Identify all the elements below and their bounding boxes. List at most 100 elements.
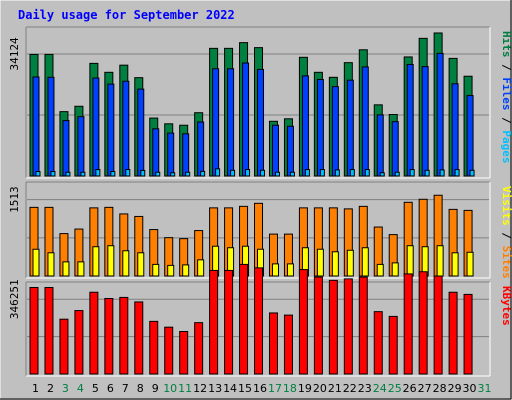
bar-kbytes-day-13 [209, 269, 219, 375]
x-tick-label: 16 [253, 382, 267, 395]
bar-visits-day-1 [32, 248, 40, 277]
bar-kbytes-day-19 [298, 269, 308, 375]
bar-pages-day-19 [304, 169, 310, 177]
bar-visits-day-22 [346, 249, 354, 277]
x-tick-label: 8 [137, 382, 144, 395]
panel-legend: KBytes [500, 286, 512, 326]
bar-pages-day-23 [364, 169, 370, 177]
bar-kbytes-day-28 [433, 275, 443, 375]
legend-entry: Sites [500, 246, 512, 279]
x-tick-label: 27 [418, 382, 432, 395]
x-tick-label: 10 [163, 382, 177, 395]
bar-kbytes-day-5 [89, 291, 99, 375]
bar-files-day-9 [152, 128, 160, 177]
bar-visits-day-21 [331, 251, 339, 277]
bar-files-day-2 [47, 76, 55, 177]
bar-files-day-22 [346, 79, 354, 177]
x-tick-label: 29 [448, 382, 462, 395]
bar-visits-day-4 [77, 261, 85, 277]
panel-legend: Visits / Sites [500, 186, 512, 279]
bar-files-day-12 [197, 121, 205, 177]
bar-pages-day-25 [394, 171, 400, 177]
bar-files-day-1 [32, 76, 40, 177]
bar-kbytes-day-18 [283, 314, 293, 375]
bar-kbytes-day-17 [268, 312, 278, 375]
bar-visits-day-7 [122, 250, 130, 277]
x-tick-label: 4 [77, 382, 84, 395]
legend-entry: / [500, 58, 512, 78]
bar-pages-day-5 [95, 169, 101, 177]
bar-files-day-16 [257, 68, 265, 177]
bar-pages-day-10 [170, 172, 176, 177]
bar-files-day-5 [92, 77, 100, 177]
bar-kbytes-day-16 [254, 267, 264, 375]
x-tick-label: 1 [32, 382, 39, 395]
bar-visits-day-20 [316, 248, 324, 277]
visits-panel: 1513 Visits / Sites [8, 181, 512, 279]
bar-kbytes-day-2 [44, 286, 54, 375]
x-tick-label: 28 [433, 382, 447, 395]
bar-files-day-21 [331, 86, 339, 177]
x-tick-label: 26 [403, 382, 417, 395]
bar-kbytes-day-26 [403, 273, 413, 375]
bar-pages-day-2 [50, 171, 56, 177]
bar-files-day-4 [77, 116, 85, 177]
x-tick-label: 15 [238, 382, 252, 395]
bar-files-day-27 [421, 66, 429, 177]
panel-legend: Hits / Files / Pages [500, 31, 512, 164]
bar-pages-day-21 [334, 169, 340, 177]
bar-files-day-28 [436, 52, 444, 177]
bar-pages-day-12 [200, 170, 206, 177]
panels-group: 34124 Hits / Files / Pages 1513 Visits / Si… [8, 26, 512, 377]
bar-kbytes-day-1 [29, 286, 39, 375]
kbytes-panel: 346251 KBytes [8, 263, 512, 377]
legend-entry: / [500, 226, 512, 246]
bar-pages-day-15 [245, 169, 251, 177]
bar-visits-day-28 [436, 245, 444, 277]
bar-kbytes-day-29 [448, 291, 458, 375]
bar-kbytes-day-27 [418, 271, 428, 375]
x-tick-label: 31 [478, 382, 492, 395]
chart-title: Daily usage for September 2022 [18, 8, 235, 22]
bar-pages-day-13 [215, 168, 221, 177]
legend-entry: KBytes [500, 286, 512, 326]
bar-pages-day-30 [469, 169, 475, 177]
x-tick-label: 2 [47, 382, 54, 395]
y-max-label: 346251 [8, 279, 21, 319]
bar-pages-day-24 [379, 172, 385, 177]
bar-visits-day-23 [361, 247, 369, 277]
bar-kbytes-day-9 [149, 320, 159, 375]
bar-pages-day-4 [80, 171, 86, 177]
bar-files-day-8 [137, 88, 145, 177]
bar-kbytes-day-6 [104, 297, 114, 375]
x-tick-label: 17 [268, 382, 282, 395]
bar-pages-day-27 [424, 169, 430, 177]
bar-files-day-26 [406, 63, 414, 177]
x-tick-label: 13 [208, 382, 222, 395]
bar-files-day-30 [466, 95, 474, 177]
bar-kbytes-day-8 [134, 301, 144, 375]
x-tick-label: 21 [328, 382, 342, 395]
bar-files-day-29 [451, 83, 459, 177]
bar-visits-day-26 [406, 245, 414, 277]
bar-kbytes-day-11 [179, 330, 189, 375]
bar-pages-day-20 [319, 169, 325, 177]
bar-kbytes-day-24 [373, 311, 383, 375]
x-tick-label: 23 [358, 382, 372, 395]
y-max-label: 34124 [8, 37, 21, 70]
bar-files-day-17 [271, 124, 279, 177]
x-tick-label: 30 [463, 382, 477, 395]
bar-visits-day-8 [137, 252, 145, 277]
bar-kbytes-day-10 [164, 326, 174, 375]
bar-pages-day-11 [185, 171, 191, 177]
bar-pages-day-16 [260, 169, 266, 177]
legend-entry: Files [500, 77, 512, 110]
bar-visits-day-12 [197, 259, 205, 277]
bar-files-day-23 [361, 66, 369, 177]
bar-files-day-6 [107, 83, 115, 177]
bar-files-day-18 [286, 125, 294, 177]
bar-files-day-15 [242, 62, 250, 177]
bar-kbytes-day-14 [224, 269, 234, 375]
bar-kbytes-day-23 [358, 276, 368, 375]
